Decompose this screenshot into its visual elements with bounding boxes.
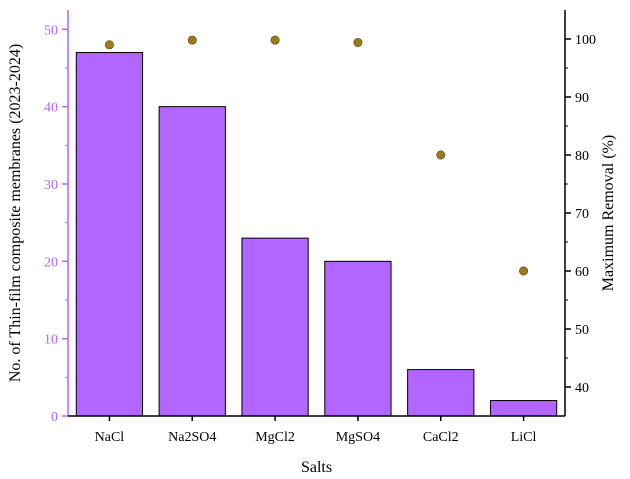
bar-nacl — [76, 53, 142, 416]
right-axis-ticks: 40 50 60 70 80 90 100 — [565, 33, 596, 396]
right-tick-label: 100 — [575, 33, 596, 48]
bar-mgso4 — [325, 261, 391, 416]
left-tick-label: 20 — [44, 255, 58, 270]
left-tick-label: 50 — [44, 23, 58, 38]
x-tick-label: MgSO4 — [336, 430, 380, 445]
left-axis-ticks: 0 10 20 30 40 50 — [44, 23, 68, 425]
x-tick-label: Na2SO4 — [168, 430, 216, 445]
point-na2so4 — [188, 36, 196, 44]
right-tick-label: 70 — [575, 207, 589, 222]
left-tick-label: 0 — [51, 410, 58, 425]
x-tick-label: MgCl2 — [255, 430, 295, 445]
point-licl — [519, 267, 527, 275]
x-axis-ticks: NaCl Na2SO4 MgCl2 MgSO4 CaCl2 LiCl — [95, 416, 537, 445]
right-tick-label: 60 — [575, 265, 589, 280]
bar-na2so4 — [159, 107, 225, 416]
point-cacl2 — [437, 151, 445, 159]
bar-licl — [490, 401, 556, 416]
left-tick-label: 30 — [44, 178, 58, 193]
bars-layer — [76, 53, 556, 416]
left-tick-label: 10 — [44, 333, 58, 348]
left-y-axis-title: No. of Thin-film composite membranes (20… — [7, 44, 24, 382]
x-tick-label: CaCl2 — [423, 430, 459, 445]
bar-mgcl2 — [242, 238, 308, 416]
point-nacl — [105, 41, 113, 49]
right-tick-label: 80 — [575, 149, 589, 164]
bar-cacl2 — [408, 370, 474, 416]
right-tick-label: 90 — [575, 91, 589, 106]
left-tick-label: 40 — [44, 101, 58, 116]
right-tick-label: 50 — [575, 323, 589, 338]
x-tick-label: LiCl — [511, 430, 537, 445]
right-y-axis-title: Maximum Removal (%) — [600, 135, 617, 291]
x-tick-label: NaCl — [95, 430, 125, 445]
x-axis-title: Salts — [301, 459, 332, 476]
point-mgso4 — [354, 38, 362, 46]
point-mgcl2 — [271, 36, 279, 44]
right-tick-label: 40 — [575, 381, 589, 396]
